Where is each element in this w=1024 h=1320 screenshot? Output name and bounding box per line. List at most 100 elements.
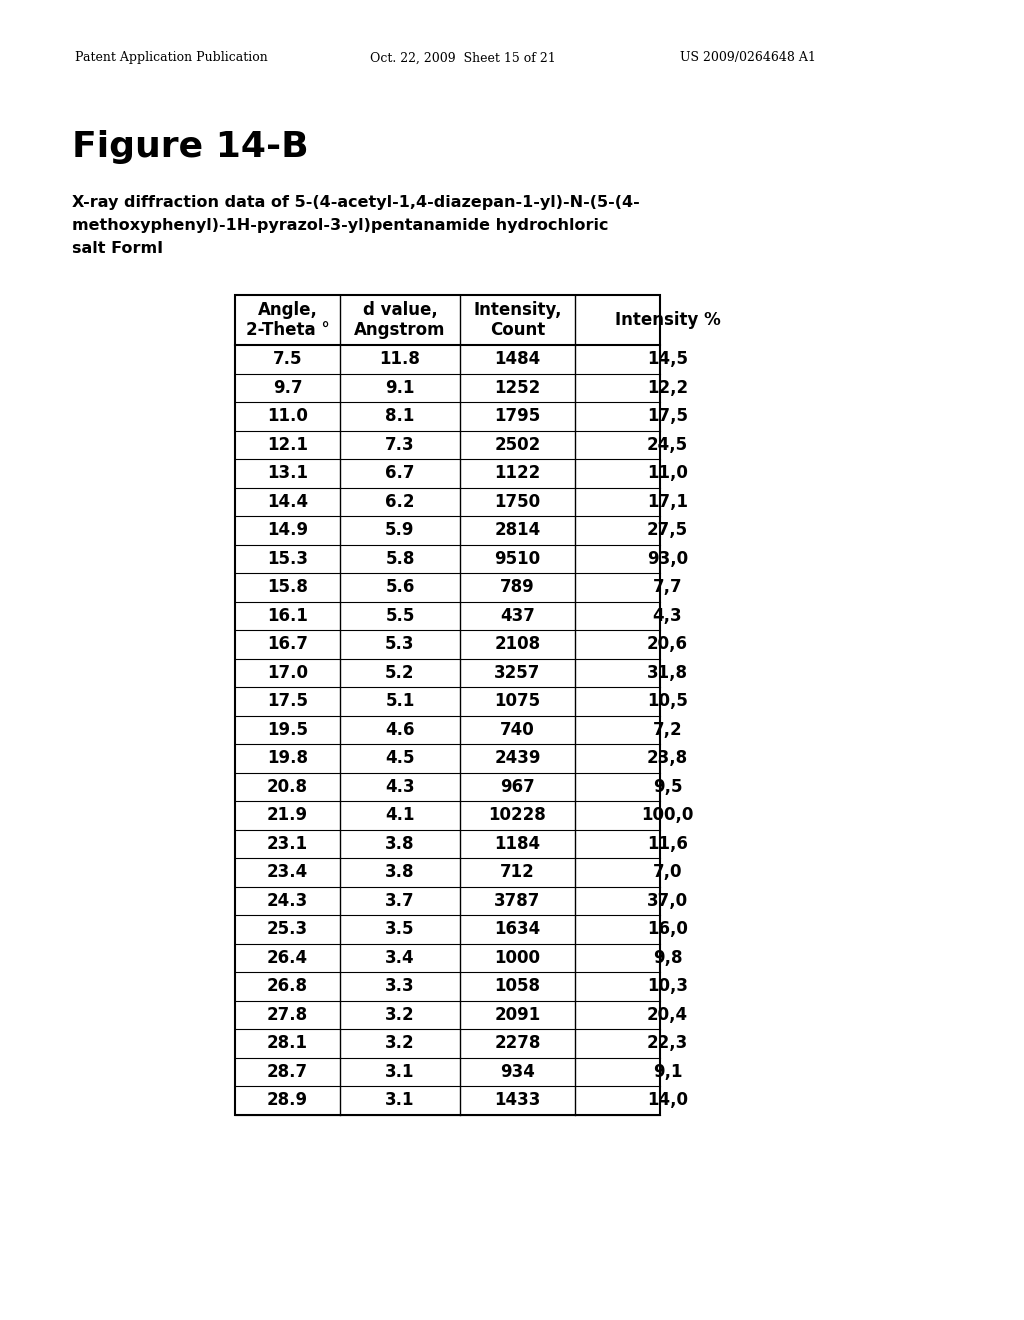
Text: 6.2: 6.2 [385, 492, 415, 511]
Text: 1184: 1184 [495, 834, 541, 853]
Text: 3.1: 3.1 [385, 1063, 415, 1081]
Text: 20,4: 20,4 [647, 1006, 688, 1024]
Text: 1634: 1634 [495, 920, 541, 939]
Text: Figure 14-B: Figure 14-B [72, 129, 308, 164]
Text: 2091: 2091 [495, 1006, 541, 1024]
Text: 9,1: 9,1 [652, 1063, 682, 1081]
Text: 7,2: 7,2 [652, 721, 682, 739]
Text: 2814: 2814 [495, 521, 541, 540]
Text: 20,6: 20,6 [647, 635, 688, 653]
Text: 22,3: 22,3 [647, 1035, 688, 1052]
Text: d value,
Angstrom: d value, Angstrom [354, 301, 445, 339]
Text: 1000: 1000 [495, 949, 541, 966]
Text: 26.8: 26.8 [267, 977, 308, 995]
Text: 26.4: 26.4 [267, 949, 308, 966]
Text: 5.8: 5.8 [385, 549, 415, 568]
Text: 3787: 3787 [495, 892, 541, 909]
Text: 27.8: 27.8 [267, 1006, 308, 1024]
Text: Intensity,
Count: Intensity, Count [473, 301, 562, 339]
Text: 6.7: 6.7 [385, 465, 415, 482]
Text: 14.9: 14.9 [267, 521, 308, 540]
Text: 37,0: 37,0 [647, 892, 688, 909]
Text: 17,1: 17,1 [647, 492, 688, 511]
Text: 3.2: 3.2 [385, 1006, 415, 1024]
Text: 5.6: 5.6 [385, 578, 415, 597]
Text: 11.0: 11.0 [267, 408, 308, 425]
Text: 23,8: 23,8 [647, 750, 688, 767]
Bar [234, 294, 660, 1114]
Text: 28.9: 28.9 [267, 1092, 308, 1109]
Text: 17,5: 17,5 [647, 408, 688, 425]
Text: 13.1: 13.1 [267, 465, 308, 482]
Text: 7.5: 7.5 [272, 350, 302, 368]
Text: Angle,
2-Theta °: Angle, 2-Theta ° [246, 301, 330, 339]
Text: US 2009/0264648 A1: US 2009/0264648 A1 [680, 51, 816, 65]
Text: 27,5: 27,5 [647, 521, 688, 540]
Text: 100,0: 100,0 [641, 807, 693, 824]
Text: 967: 967 [500, 777, 535, 796]
Text: 11,0: 11,0 [647, 465, 688, 482]
Text: 9,8: 9,8 [652, 949, 682, 966]
Text: 3257: 3257 [495, 664, 541, 681]
Text: 934: 934 [500, 1063, 535, 1081]
Text: 3.8: 3.8 [385, 834, 415, 853]
Text: 1075: 1075 [495, 692, 541, 710]
Text: 1750: 1750 [495, 492, 541, 511]
Text: Intensity %: Intensity % [614, 312, 720, 329]
Text: 4.3: 4.3 [385, 777, 415, 796]
Text: 4.1: 4.1 [385, 807, 415, 824]
Text: 1484: 1484 [495, 350, 541, 368]
Text: 3.7: 3.7 [385, 892, 415, 909]
Text: 19.5: 19.5 [267, 721, 308, 739]
Text: 24.3: 24.3 [267, 892, 308, 909]
Text: 12,2: 12,2 [647, 379, 688, 397]
Text: 2108: 2108 [495, 635, 541, 653]
Text: 7,0: 7,0 [652, 863, 682, 882]
Text: 10,3: 10,3 [647, 977, 688, 995]
Text: 2502: 2502 [495, 436, 541, 454]
Text: 9.1: 9.1 [385, 379, 415, 397]
Text: 31,8: 31,8 [647, 664, 688, 681]
Text: 712: 712 [500, 863, 535, 882]
Text: 11,6: 11,6 [647, 834, 688, 853]
Text: 14.4: 14.4 [267, 492, 308, 511]
Text: 17.5: 17.5 [267, 692, 308, 710]
Text: 16.7: 16.7 [267, 635, 308, 653]
Text: 25.3: 25.3 [267, 920, 308, 939]
Text: 437: 437 [500, 607, 535, 624]
Text: 20.8: 20.8 [267, 777, 308, 796]
Text: 4,3: 4,3 [652, 607, 682, 624]
Text: 10228: 10228 [488, 807, 547, 824]
Text: 93,0: 93,0 [647, 549, 688, 568]
Text: 15.8: 15.8 [267, 578, 308, 597]
Text: 28.1: 28.1 [267, 1035, 308, 1052]
Text: 3.5: 3.5 [385, 920, 415, 939]
Text: 17.0: 17.0 [267, 664, 308, 681]
Text: methoxyphenyl)-1H-pyrazol-3-yl)pentanamide hydrochloric: methoxyphenyl)-1H-pyrazol-3-yl)pentanami… [72, 218, 608, 234]
Text: 8.1: 8.1 [385, 408, 415, 425]
Text: 3.8: 3.8 [385, 863, 415, 882]
Text: 5.1: 5.1 [385, 692, 415, 710]
Text: 3.1: 3.1 [385, 1092, 415, 1109]
Text: 4.6: 4.6 [385, 721, 415, 739]
Text: 12.1: 12.1 [267, 436, 308, 454]
Text: 3.3: 3.3 [385, 977, 415, 995]
Text: 1122: 1122 [495, 465, 541, 482]
Text: 2278: 2278 [495, 1035, 541, 1052]
Text: 5.5: 5.5 [385, 607, 415, 624]
Text: 11.8: 11.8 [380, 350, 421, 368]
Text: 7,7: 7,7 [652, 578, 682, 597]
Text: 9.7: 9.7 [272, 379, 302, 397]
Text: 7.3: 7.3 [385, 436, 415, 454]
Text: 15.3: 15.3 [267, 549, 308, 568]
Text: 9,5: 9,5 [652, 777, 682, 796]
Text: 10,5: 10,5 [647, 692, 688, 710]
Text: 28.7: 28.7 [267, 1063, 308, 1081]
Text: X-ray diffraction data of 5-(4-acetyl-1,4-diazepan-1-yl)-N-(5-(4-: X-ray diffraction data of 5-(4-acetyl-1,… [72, 195, 640, 210]
Text: 3.4: 3.4 [385, 949, 415, 966]
Text: 19.8: 19.8 [267, 750, 308, 767]
Text: 14,0: 14,0 [647, 1092, 688, 1109]
Text: 789: 789 [500, 578, 535, 597]
Text: 740: 740 [500, 721, 535, 739]
Text: Oct. 22, 2009  Sheet 15 of 21: Oct. 22, 2009 Sheet 15 of 21 [370, 51, 556, 65]
